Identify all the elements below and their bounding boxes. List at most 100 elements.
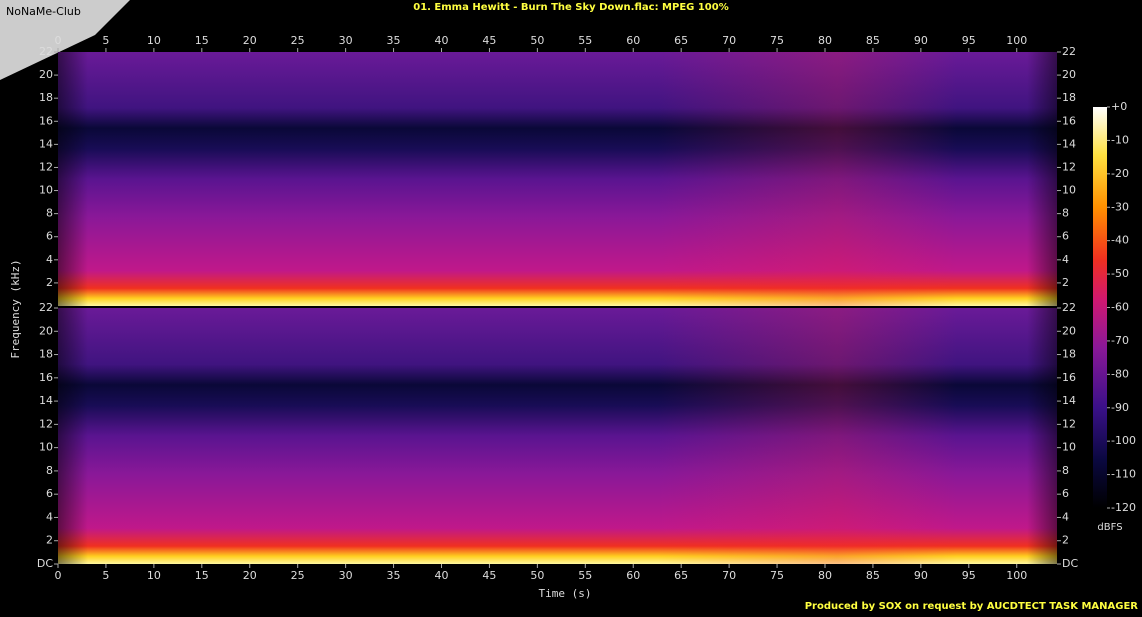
colorbar bbox=[1093, 107, 1107, 508]
colorbar-label: dBFS bbox=[1097, 522, 1122, 533]
y-tick-label: 8 bbox=[1062, 207, 1069, 220]
x-tick-label: 65 bbox=[674, 34, 688, 47]
x-tick-label: 45 bbox=[482, 569, 496, 582]
y-tick-label: 12 bbox=[1062, 160, 1076, 173]
y-tick-label: 6 bbox=[1062, 230, 1069, 243]
y-tick-label: 4 bbox=[46, 253, 53, 266]
colorbar-tick-label: -80 bbox=[1111, 367, 1129, 380]
x-tick-label: 15 bbox=[195, 34, 209, 47]
x-tick-label: 35 bbox=[387, 34, 401, 47]
y-tick-label: 12 bbox=[39, 417, 53, 430]
colorbar-tick-label: -50 bbox=[1111, 267, 1129, 280]
x-tick-label: 35 bbox=[387, 569, 401, 582]
y-tick-label: 2 bbox=[1062, 534, 1069, 547]
x-tick-label: 30 bbox=[339, 569, 353, 582]
x-label: Time (s) bbox=[539, 587, 592, 600]
y-tick-label: 22 bbox=[1062, 301, 1076, 314]
y-tick-label: 10 bbox=[1062, 184, 1076, 197]
y-tick-label: 12 bbox=[1062, 417, 1076, 430]
y-tick-label: 4 bbox=[1062, 253, 1069, 266]
logo-bg bbox=[0, 0, 130, 80]
x-tick-label: 10 bbox=[147, 34, 161, 47]
y-label: Frequency (kHz) bbox=[9, 259, 22, 358]
x-tick-label: 75 bbox=[770, 34, 784, 47]
y-tick-label: 10 bbox=[39, 441, 53, 454]
x-tick-label: 5 bbox=[102, 569, 109, 582]
y-tick-label: 14 bbox=[1062, 137, 1076, 150]
x-tick-label: 85 bbox=[866, 34, 880, 47]
colorbar-tick-label: -10 bbox=[1111, 133, 1129, 146]
x-tick-label: 80 bbox=[818, 34, 832, 47]
x-tick-label: 55 bbox=[578, 34, 592, 47]
x-tick-label: 50 bbox=[530, 569, 544, 582]
x-tick-label: 80 bbox=[818, 569, 832, 582]
y-tick-label: 16 bbox=[1062, 371, 1076, 384]
x-tick-label: 60 bbox=[626, 34, 640, 47]
logo: NoNaMe-Club bbox=[6, 5, 81, 18]
x-tick-label: 10 bbox=[147, 569, 161, 582]
x-tick-label: 90 bbox=[914, 569, 928, 582]
y-tick-label: DC bbox=[1062, 557, 1078, 570]
y-tick-label: 16 bbox=[39, 114, 53, 127]
x-tick-label: 60 bbox=[626, 569, 640, 582]
y-tick-label: 8 bbox=[46, 464, 53, 477]
y-tick-label: 12 bbox=[39, 160, 53, 173]
y-tick-label: 4 bbox=[46, 510, 53, 523]
footer: Produced by SOX on request by AUCDTECT T… bbox=[805, 601, 1139, 612]
x-tick-label: 30 bbox=[339, 34, 353, 47]
y-tick-label: 22 bbox=[39, 45, 53, 58]
colorbar-tick-label: -30 bbox=[1111, 200, 1129, 213]
y-tick-label: 22 bbox=[39, 301, 53, 314]
y-tick-label: 2 bbox=[1062, 276, 1069, 289]
colorbar-tick-label: -110 bbox=[1111, 468, 1136, 481]
y-tick-label: 2 bbox=[46, 534, 53, 547]
colorbar-tick-label: -60 bbox=[1111, 301, 1129, 314]
y-tick-label: 14 bbox=[39, 394, 53, 407]
y-tick-label: 6 bbox=[46, 487, 53, 500]
colorbar-tick-label: -70 bbox=[1111, 334, 1129, 347]
x-tick-label: 20 bbox=[243, 569, 257, 582]
title: 01. Emma Hewitt - Burn The Sky Down.flac… bbox=[413, 2, 729, 13]
y-tick-label: 8 bbox=[46, 207, 53, 220]
x-tick-label: 25 bbox=[291, 34, 305, 47]
x-tick-label: 0 bbox=[55, 569, 62, 582]
y-tick-label: 18 bbox=[1062, 91, 1076, 104]
x-tick-label: 70 bbox=[722, 34, 736, 47]
x-tick-label: 100 bbox=[1006, 34, 1027, 47]
y-tick-label: 22 bbox=[1062, 45, 1076, 58]
y-tick-label: 20 bbox=[39, 68, 53, 81]
y-tick-label: 6 bbox=[46, 230, 53, 243]
y-tick-label: 2 bbox=[46, 276, 53, 289]
x-tick-label: 95 bbox=[962, 34, 976, 47]
colorbar-tick-label: +0 bbox=[1111, 100, 1127, 113]
y-tick-label: 14 bbox=[1062, 394, 1076, 407]
colorbar-tick-label: -90 bbox=[1111, 401, 1129, 414]
x-tick-label: 95 bbox=[962, 569, 976, 582]
colorbar-tick-label: -40 bbox=[1111, 234, 1129, 247]
y-tick-label: 14 bbox=[39, 137, 53, 150]
y-tick-label: 6 bbox=[1062, 487, 1069, 500]
x-tick-label: 90 bbox=[914, 34, 928, 47]
y-tick-label: 8 bbox=[1062, 464, 1069, 477]
x-tick-label: 45 bbox=[482, 34, 496, 47]
x-tick-label: 75 bbox=[770, 569, 784, 582]
x-tick-label: 25 bbox=[291, 569, 305, 582]
x-tick-label: 55 bbox=[578, 569, 592, 582]
y-tick-label: 18 bbox=[39, 348, 53, 361]
x-tick-label: 100 bbox=[1006, 569, 1027, 582]
y-tick-label: 20 bbox=[39, 324, 53, 337]
x-tick-label: 15 bbox=[195, 569, 209, 582]
x-tick-label: 50 bbox=[530, 34, 544, 47]
y-tick-label: 4 bbox=[1062, 510, 1069, 523]
spectrogram-shade bbox=[58, 52, 1057, 306]
x-tick-label: 5 bbox=[102, 34, 109, 47]
x-tick-label: 20 bbox=[243, 34, 257, 47]
x-tick-label: 40 bbox=[434, 569, 448, 582]
x-tick-label: 65 bbox=[674, 569, 688, 582]
y-tick-label: 18 bbox=[39, 91, 53, 104]
y-tick-label: 18 bbox=[1062, 348, 1076, 361]
x-tick-label: 70 bbox=[722, 569, 736, 582]
colorbar-tick-label: -20 bbox=[1111, 167, 1129, 180]
spectrogram-shade bbox=[58, 308, 1057, 564]
